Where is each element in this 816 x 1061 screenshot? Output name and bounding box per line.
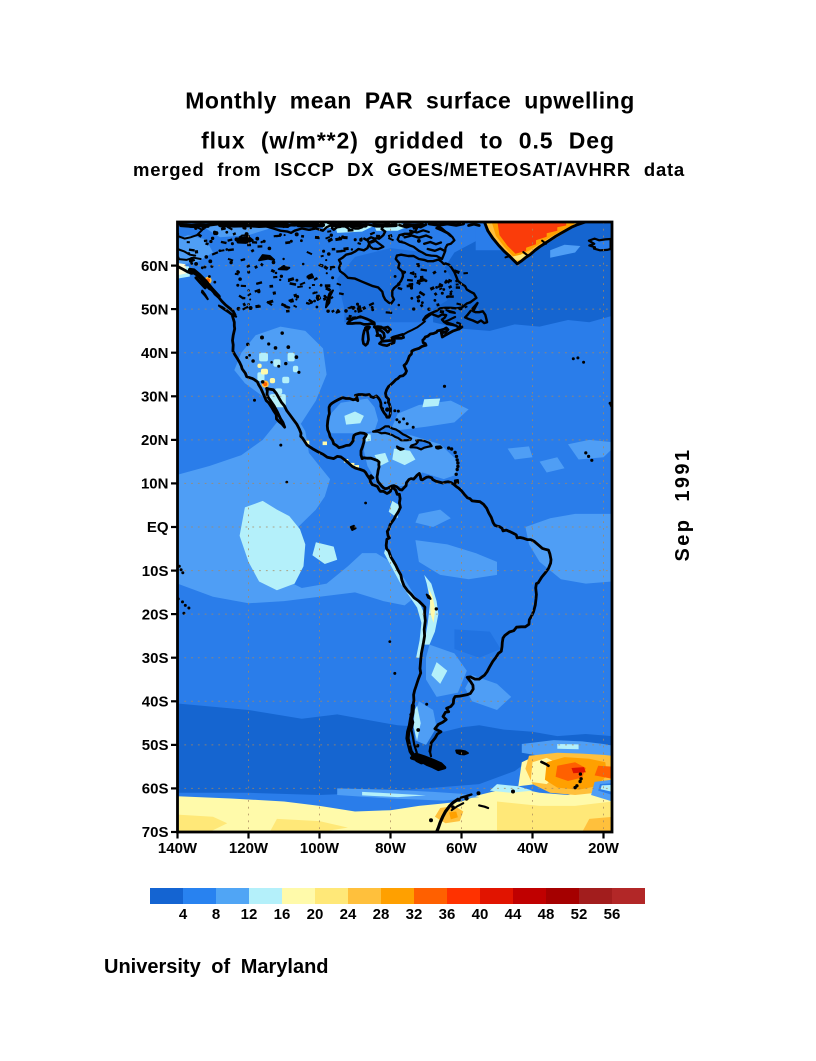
svg-text:Sep 1991: Sep 1991 <box>672 448 694 562</box>
svg-text:20: 20 <box>307 906 324 923</box>
svg-text:merged from ISCCP DX GOES/METE: merged from ISCCP DX GOES/METEOSAT/AVHRR… <box>133 159 685 180</box>
svg-text:120W: 120W <box>229 840 269 857</box>
svg-text:10N: 10N <box>141 476 169 493</box>
svg-text:50S: 50S <box>142 737 169 754</box>
svg-text:48: 48 <box>538 906 555 923</box>
svg-text:100W: 100W <box>300 840 340 857</box>
svg-text:20W: 20W <box>588 840 620 857</box>
svg-text:10S: 10S <box>142 563 169 580</box>
svg-text:20S: 20S <box>142 606 169 623</box>
svg-text:36: 36 <box>439 906 456 923</box>
svg-text:16: 16 <box>274 906 291 923</box>
svg-text:University of Maryland: University of Maryland <box>104 956 329 978</box>
svg-text:8: 8 <box>212 906 220 923</box>
svg-text:60N: 60N <box>141 258 169 275</box>
svg-text:32: 32 <box>406 906 423 923</box>
svg-text:12: 12 <box>241 906 258 923</box>
svg-text:56: 56 <box>604 906 621 923</box>
svg-text:40S: 40S <box>142 694 169 711</box>
svg-text:30S: 30S <box>142 650 169 667</box>
svg-text:52: 52 <box>571 906 588 923</box>
svg-text:40W: 40W <box>517 840 549 857</box>
svg-text:flux (w/m**2) gridded to 0.5 D: flux (w/m**2) gridded to 0.5 Deg <box>201 128 615 154</box>
svg-text:Monthly mean PAR surface upwel: Monthly mean PAR surface upwelling <box>185 88 635 114</box>
svg-text:44: 44 <box>505 906 522 923</box>
svg-text:EQ: EQ <box>147 519 169 536</box>
svg-text:40N: 40N <box>141 345 169 362</box>
svg-text:30N: 30N <box>141 389 169 406</box>
svg-text:80W: 80W <box>375 840 407 857</box>
svg-text:40: 40 <box>472 906 489 923</box>
svg-text:20N: 20N <box>141 432 169 449</box>
svg-text:60W: 60W <box>446 840 478 857</box>
svg-text:60S: 60S <box>142 781 169 798</box>
svg-text:70S: 70S <box>142 824 169 841</box>
svg-text:140W: 140W <box>158 840 198 857</box>
svg-text:24: 24 <box>340 906 357 923</box>
svg-text:50N: 50N <box>141 301 169 318</box>
svg-text:4: 4 <box>179 906 188 923</box>
svg-text:28: 28 <box>373 906 390 923</box>
